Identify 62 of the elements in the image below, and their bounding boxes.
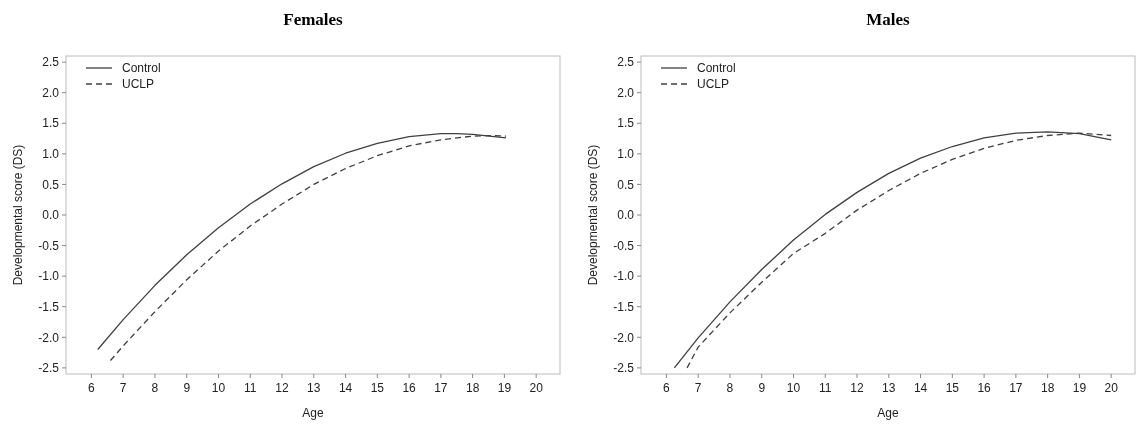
y-tick-label: 2.5 bbox=[617, 55, 635, 70]
y-tick-label: -2.0 bbox=[38, 330, 60, 345]
x-tick-label: 14 bbox=[913, 381, 928, 395]
legend-label: UCLP bbox=[697, 77, 730, 92]
y-tick-label: 2.0 bbox=[617, 85, 635, 100]
y-tick-label: -1.0 bbox=[613, 269, 635, 284]
y-tick-label: -1.5 bbox=[38, 299, 60, 314]
x-tick-label: 18 bbox=[1040, 381, 1055, 395]
x-tick-label: 20 bbox=[1104, 381, 1119, 395]
y-tick-label: 2.0 bbox=[42, 85, 60, 100]
x-tick-label: 19 bbox=[497, 381, 512, 395]
x-tick-label: 13 bbox=[882, 381, 896, 395]
y-tick-label: 0.0 bbox=[617, 208, 635, 223]
legend-label: Control bbox=[122, 61, 161, 76]
x-tick-label: 12 bbox=[275, 381, 290, 395]
x-tick-label: 10 bbox=[786, 381, 801, 395]
x-tick-label: 16 bbox=[977, 381, 992, 395]
y-tick-label: -1.0 bbox=[38, 269, 60, 284]
y-tick-label: 1.5 bbox=[617, 116, 635, 131]
x-axis-title: Age bbox=[877, 406, 899, 420]
y-axis-title: Developmental score (DS) bbox=[11, 144, 25, 286]
x-tick-label: 7 bbox=[119, 381, 127, 395]
x-tick-label: 6 bbox=[663, 381, 671, 395]
y-tick-label: -2.5 bbox=[38, 361, 60, 376]
y-tick-label: -1.5 bbox=[613, 299, 635, 314]
x-tick-label: 9 bbox=[758, 381, 766, 395]
x-tick-label: 6 bbox=[88, 381, 96, 395]
y-tick-label: 1.5 bbox=[42, 116, 60, 131]
x-tick-label: 14 bbox=[338, 381, 353, 395]
x-tick-label: 20 bbox=[529, 381, 544, 395]
x-tick-label: 8 bbox=[726, 381, 734, 395]
y-axis-title: Developmental score (DS) bbox=[586, 144, 600, 286]
x-tick-label: 19 bbox=[1072, 381, 1087, 395]
y-tick-label: -0.5 bbox=[38, 238, 60, 253]
x-tick-label: 9 bbox=[183, 381, 191, 395]
x-tick-label: 15 bbox=[945, 381, 960, 395]
y-tick-label: -2.5 bbox=[613, 361, 635, 376]
y-tick-label: -2.0 bbox=[613, 330, 635, 345]
chart-title: Males bbox=[866, 10, 911, 29]
x-tick-label: 7 bbox=[694, 381, 702, 395]
y-tick-label: 2.5 bbox=[42, 55, 60, 70]
y-tick-label: 1.0 bbox=[42, 147, 60, 162]
x-tick-label: 17 bbox=[434, 381, 448, 395]
y-tick-label: 1.0 bbox=[617, 147, 635, 162]
x-tick-label: 16 bbox=[402, 381, 417, 395]
chart-title: Females bbox=[283, 10, 344, 29]
y-tick-label: 0.0 bbox=[42, 208, 60, 223]
x-tick-label: 17 bbox=[1009, 381, 1023, 395]
x-axis-title: Age bbox=[302, 406, 324, 420]
x-tick-label: 18 bbox=[465, 381, 480, 395]
y-tick-label: 0.5 bbox=[42, 177, 60, 192]
x-tick-label: 11 bbox=[244, 381, 257, 395]
x-tick-label: 15 bbox=[370, 381, 385, 395]
x-tick-label: 10 bbox=[211, 381, 226, 395]
y-tick-label: -0.5 bbox=[613, 238, 635, 253]
x-tick-label: 13 bbox=[307, 381, 321, 395]
legend-label: Control bbox=[697, 61, 736, 76]
x-tick-label: 11 bbox=[819, 381, 832, 395]
x-tick-label: 12 bbox=[850, 381, 865, 395]
y-tick-label: 0.5 bbox=[617, 177, 635, 192]
x-tick-label: 8 bbox=[151, 381, 159, 395]
legend-label: UCLP bbox=[122, 77, 155, 92]
